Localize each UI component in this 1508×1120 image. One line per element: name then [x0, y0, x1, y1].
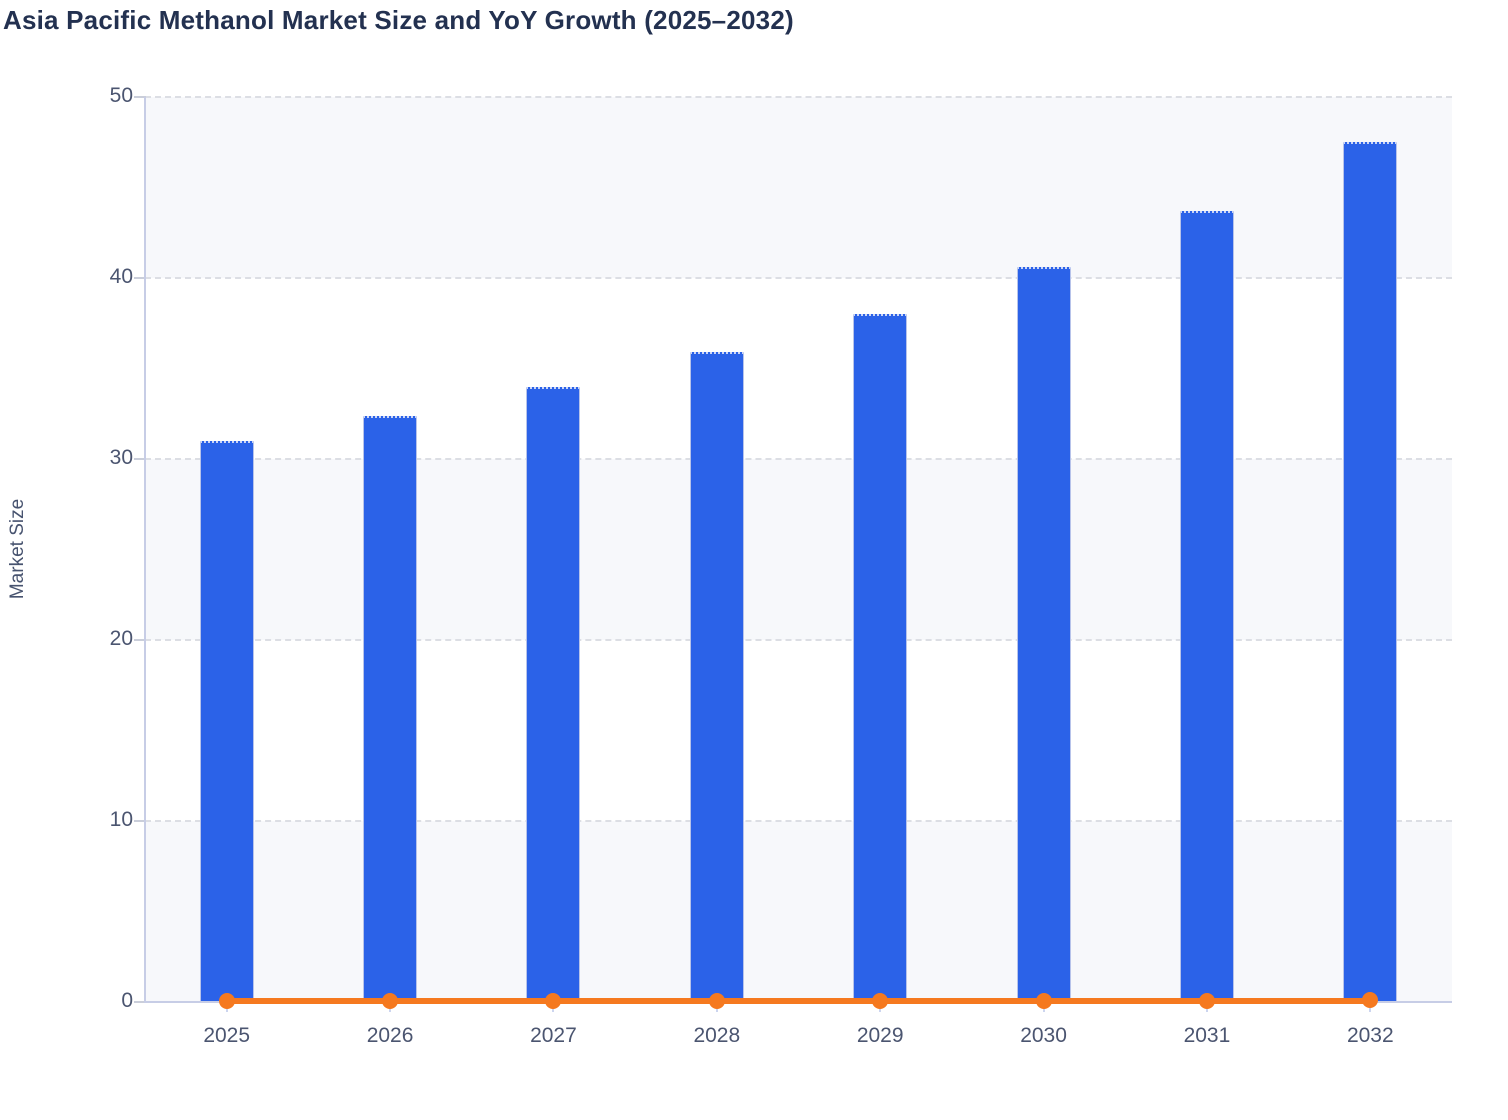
- yoy-growth-line: [226, 997, 1371, 1004]
- x-tick-label-2025: 2025: [203, 1024, 251, 1047]
- yoy-marker-2032[interactable]: [1362, 992, 1379, 1009]
- bar-2031[interactable]: [1179, 211, 1234, 1002]
- x-tick-label-2031: 2031: [1183, 1024, 1231, 1047]
- y-tick-label-40: 40: [109, 265, 133, 288]
- bar-2030[interactable]: [1016, 267, 1071, 1002]
- y-axis-line: [144, 97, 146, 1003]
- y-axis-title: Market Size: [7, 498, 28, 600]
- yoy-marker-2027[interactable]: [545, 993, 562, 1010]
- x-tick-label-2032: 2032: [1346, 1024, 1394, 1047]
- y-tick-label-0: 0: [121, 989, 133, 1012]
- bar-2029[interactable]: [853, 314, 908, 1002]
- bar-2027[interactable]: [526, 386, 581, 1002]
- y-tick-label-30: 30: [109, 446, 133, 469]
- gridline: [145, 277, 1452, 279]
- y-tick-mark: [134, 458, 146, 460]
- yoy-marker-2026[interactable]: [382, 993, 399, 1010]
- plot-band: [145, 97, 1452, 278]
- gridline: [145, 639, 1452, 641]
- bar-2026[interactable]: [363, 415, 418, 1002]
- yoy-marker-2028[interactable]: [708, 992, 725, 1009]
- bar-2032[interactable]: [1343, 142, 1398, 1002]
- x-tick-label-2029: 2029: [856, 1024, 904, 1047]
- y-tick-label-50: 50: [109, 84, 133, 107]
- y-tick-label-20: 20: [109, 627, 133, 650]
- gridline: [145, 96, 1452, 98]
- y-tick-mark: [134, 1001, 146, 1003]
- plot-band: [145, 278, 1452, 459]
- chart-title: Asia Pacific Methanol Market Size and Yo…: [3, 5, 794, 35]
- bar-2025[interactable]: [199, 440, 254, 1002]
- gridline: [145, 820, 1452, 822]
- y-tick-mark: [134, 277, 146, 279]
- yoy-marker-2029[interactable]: [872, 992, 889, 1009]
- x-tick-label-2026: 2026: [366, 1024, 414, 1047]
- plot-area: [144, 96, 1452, 1010]
- y-tick-mark: [134, 820, 146, 822]
- y-tick-mark: [134, 96, 146, 98]
- x-tick-label-2027: 2027: [530, 1024, 577, 1047]
- x-tick-label-2028: 2028: [693, 1024, 741, 1047]
- plot-band: [145, 459, 1452, 640]
- yoy-marker-2031[interactable]: [1198, 992, 1215, 1009]
- plot-band: [145, 821, 1452, 1002]
- gridline: [145, 458, 1452, 460]
- y-tick-label-10: 10: [109, 808, 133, 831]
- x-tick-label-2030: 2030: [1020, 1024, 1067, 1047]
- plot-band: [145, 640, 1452, 821]
- yoy-marker-2030[interactable]: [1035, 992, 1052, 1009]
- yoy-marker-2025[interactable]: [218, 993, 235, 1010]
- bar-2028[interactable]: [689, 352, 744, 1002]
- y-tick-mark: [134, 639, 146, 641]
